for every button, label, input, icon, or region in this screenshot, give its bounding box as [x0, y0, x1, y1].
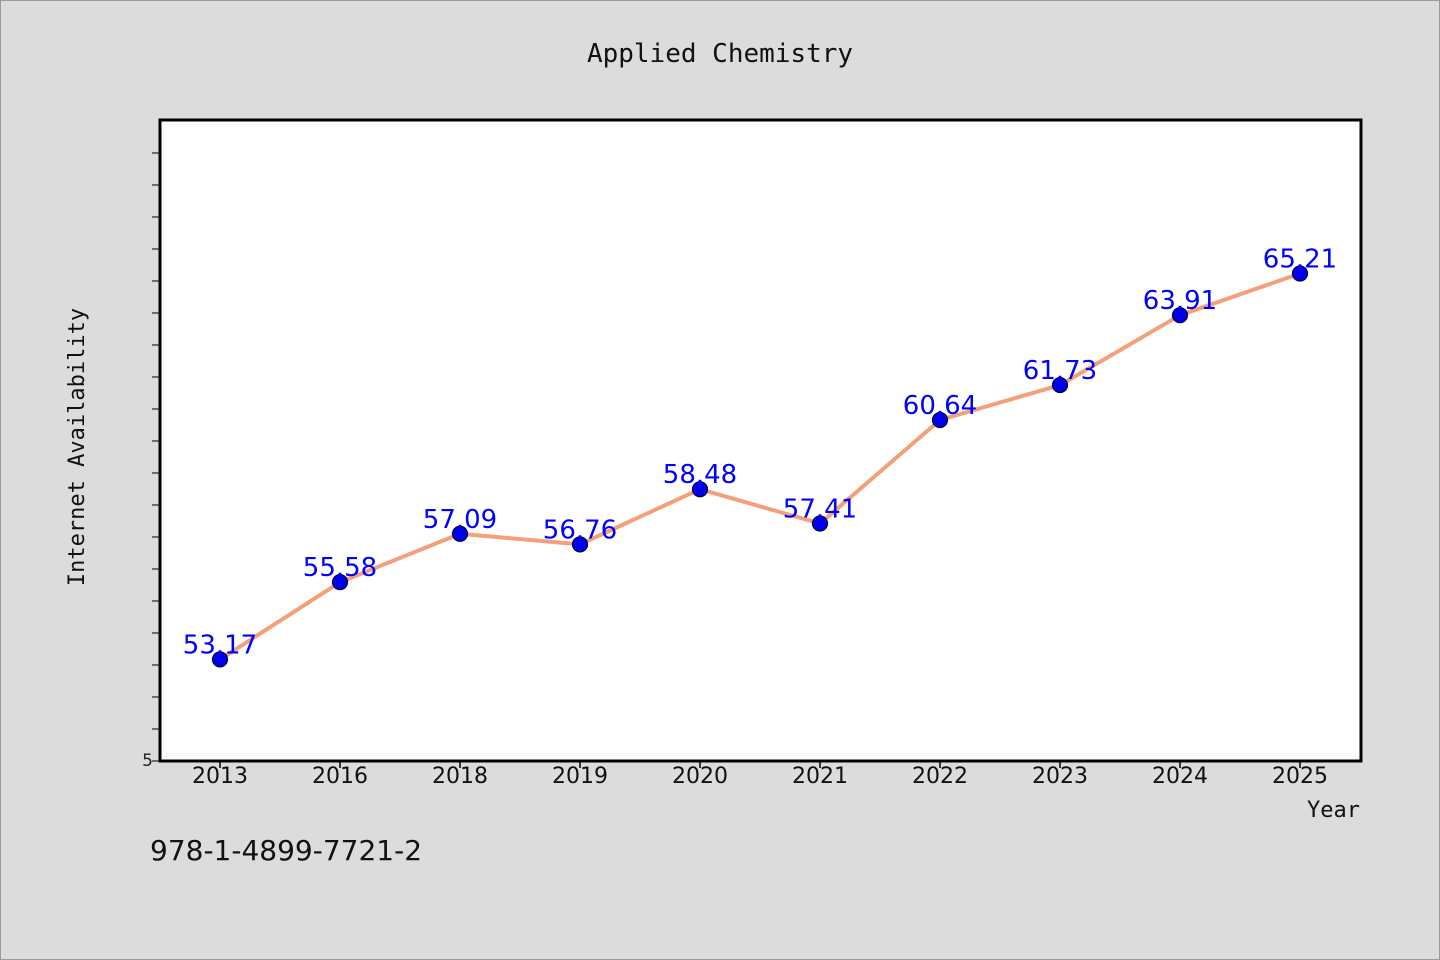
data-point — [691, 481, 709, 498]
data-point — [1051, 376, 1069, 394]
x-tick-label: 2023 — [1032, 764, 1088, 789]
y-tick-label: 5 — [142, 751, 153, 771]
y-axis-label: Internet Availability — [65, 308, 90, 586]
data-label: 56.76 — [543, 515, 617, 545]
data-point — [571, 536, 589, 553]
data-point — [811, 515, 829, 532]
data-label: 53.17 — [183, 630, 257, 660]
data-label: 61.73 — [1023, 356, 1097, 386]
series-line — [218, 271, 1302, 662]
x-tick-label: 2025 — [1272, 764, 1328, 789]
x-tick-label: 2021 — [792, 764, 848, 789]
data-point — [331, 574, 349, 591]
x-axis-tick-labels: 2013 2016 2018 2019 2020 2021 2022 2023 2024 2025 — [192, 764, 1328, 789]
x-tick-label: 2020 — [672, 764, 728, 789]
x-tick-label: 2013 — [192, 764, 248, 789]
y-axis-ticks — [152, 152, 160, 762]
data-point — [931, 411, 949, 429]
data-label: 58.48 — [663, 460, 737, 490]
data-point — [451, 525, 469, 542]
x-tick-label: 2019 — [552, 764, 608, 789]
x-tick-label: 2018 — [432, 764, 488, 789]
data-label: 63.91 — [1143, 286, 1217, 316]
data-label: 65.21 — [1263, 245, 1337, 275]
x-tick-label: 2016 — [312, 764, 368, 789]
x-axis-label: Year — [1307, 798, 1360, 823]
x-tick-label: 2024 — [1152, 764, 1208, 789]
data-label: 55.58 — [303, 553, 377, 583]
data-label: 57.41 — [783, 495, 857, 525]
data-point — [211, 651, 229, 668]
data-markers — [211, 265, 1309, 668]
chart-title: Applied Chemistry — [587, 39, 853, 69]
data-label: 57.09 — [423, 505, 497, 535]
x-tick-label: 2022 — [912, 764, 968, 789]
plot-area — [158, 118, 1363, 763]
data-labels: 53.17 55.58 57.09 56.76 58.48 57.41 60.64 61.73… — [183, 245, 1337, 661]
data-point — [1171, 307, 1189, 324]
footer-identifier: 978-1-4899-7721-2 — [150, 834, 423, 867]
x-axis-ticks — [219, 761, 1301, 768]
data-point — [1291, 265, 1309, 282]
data-label: 60.64 — [903, 391, 977, 421]
